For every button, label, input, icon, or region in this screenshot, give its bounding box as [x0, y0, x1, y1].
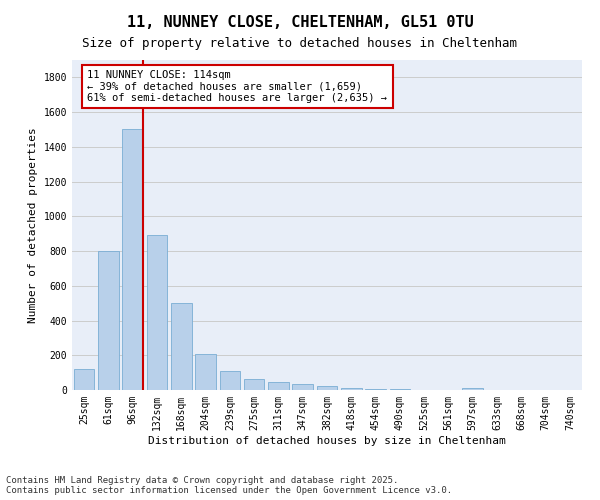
Text: Contains HM Land Registry data © Crown copyright and database right 2025.
Contai: Contains HM Land Registry data © Crown c… — [6, 476, 452, 495]
Bar — [98, 251, 119, 390]
Bar — [268, 382, 289, 390]
Bar — [463, 388, 483, 390]
Bar — [244, 378, 265, 390]
Bar — [292, 384, 313, 390]
Bar — [341, 388, 362, 390]
Text: 11, NUNNEY CLOSE, CHELTENHAM, GL51 0TU: 11, NUNNEY CLOSE, CHELTENHAM, GL51 0TU — [127, 15, 473, 30]
Bar — [365, 389, 386, 390]
Bar — [74, 369, 94, 390]
Bar — [146, 236, 167, 390]
Bar — [171, 303, 191, 390]
Text: 11 NUNNEY CLOSE: 114sqm
← 39% of detached houses are smaller (1,659)
61% of semi: 11 NUNNEY CLOSE: 114sqm ← 39% of detache… — [88, 70, 388, 103]
Y-axis label: Number of detached properties: Number of detached properties — [28, 127, 38, 323]
Bar — [220, 371, 240, 390]
Bar — [317, 386, 337, 390]
X-axis label: Distribution of detached houses by size in Cheltenham: Distribution of detached houses by size … — [148, 436, 506, 446]
Text: Size of property relative to detached houses in Cheltenham: Size of property relative to detached ho… — [83, 38, 517, 51]
Bar — [122, 130, 143, 390]
Bar — [195, 354, 216, 390]
